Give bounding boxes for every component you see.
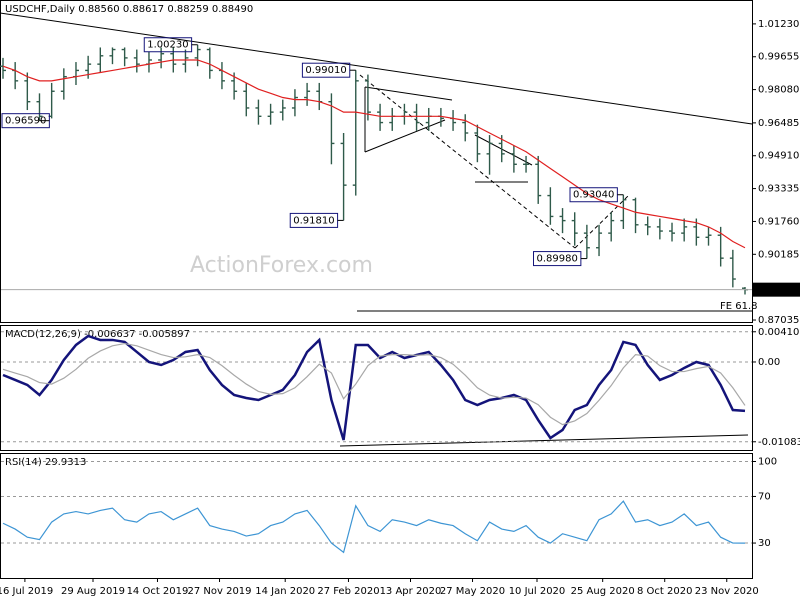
x-tick-label: 10 Jul 2020	[509, 586, 566, 597]
y-tick-label: 30	[758, 538, 771, 549]
indicator-line	[2, 500, 746, 554]
drawings	[0, 12, 753, 447]
annotation-label: 0.93040	[573, 190, 614, 201]
y-tick-label: 0.87035	[758, 315, 799, 326]
x-tick-label: 25 Aug 2020	[571, 586, 635, 597]
annotation-label: 0.89980	[537, 254, 578, 265]
x-tick-label: 16 Jul 2019	[0, 586, 53, 597]
rsi-panel	[0, 453, 753, 579]
x-tick-label: 14 Jan 2020	[255, 586, 315, 597]
y-tick-label: 0.90185	[758, 249, 799, 260]
panel-title: MACD(12,26,9) -0.006637 -0.005897	[5, 329, 190, 340]
x-tick-label: 13 Apr 2020	[380, 586, 442, 597]
last-price-box	[753, 282, 800, 297]
panel-borders	[0, 0, 753, 579]
panel-title: USDCHF,Daily 0.88560 0.88617 0.88259 0.8…	[5, 4, 253, 15]
y-tick-label: 1.01230	[758, 19, 799, 30]
y-tick-label: 0.00	[758, 357, 780, 368]
x-tick-label: 27 May 2020	[440, 586, 505, 597]
x-tick-label: 8 Oct 2020	[637, 586, 692, 597]
annotation-label: 1.00230	[147, 40, 188, 51]
y-tick-label: 0.94910	[758, 151, 799, 162]
panel-title: RSI(14) 29.9313	[5, 457, 86, 468]
main-panel	[0, 0, 753, 323]
macd-panel	[0, 325, 753, 451]
price-bars	[0, 44, 748, 295]
y-tick-label: 0.004101	[758, 327, 800, 338]
moving-average	[2, 59, 746, 249]
y-tick-label: -0.010833	[758, 437, 800, 448]
x-tick-label: 14 Oct 2019	[127, 586, 189, 597]
watermark: ActionForex.com	[190, 253, 373, 278]
x-tick-label: 27 Feb 2020	[317, 586, 379, 597]
x-tick-label: 27 Nov 2019	[187, 586, 251, 597]
y-tick-label: 0.93335	[758, 184, 799, 195]
indicator-line	[2, 342, 746, 426]
y-tick-label: 100	[758, 457, 777, 468]
annotation-label: 0.99010	[305, 65, 346, 76]
x-tick-label: 23 Nov 2020	[695, 586, 759, 597]
last-price-label: 0.88490	[758, 285, 799, 296]
y-tick-label: 0.98080	[758, 85, 799, 96]
triangle-line	[364, 86, 453, 101]
annotation-label: 0.91810	[293, 215, 334, 226]
triangle-line	[364, 119, 446, 153]
dashed-line	[359, 74, 576, 249]
annotation-label: 0.96590	[5, 116, 46, 127]
y-tick-label: 0.99655	[758, 52, 799, 63]
y-tick-label: 0.96485	[758, 118, 799, 129]
x-tick-label: 29 Aug 2019	[61, 586, 125, 597]
macd-support-line	[339, 434, 749, 447]
y-tick-label: 0.91760	[758, 216, 799, 227]
y-tick-label: 70	[758, 491, 771, 502]
fe-label: FE 61.8	[720, 301, 758, 312]
dashed-line	[574, 195, 629, 249]
channel-line	[474, 134, 533, 166]
trend-line	[0, 12, 753, 125]
